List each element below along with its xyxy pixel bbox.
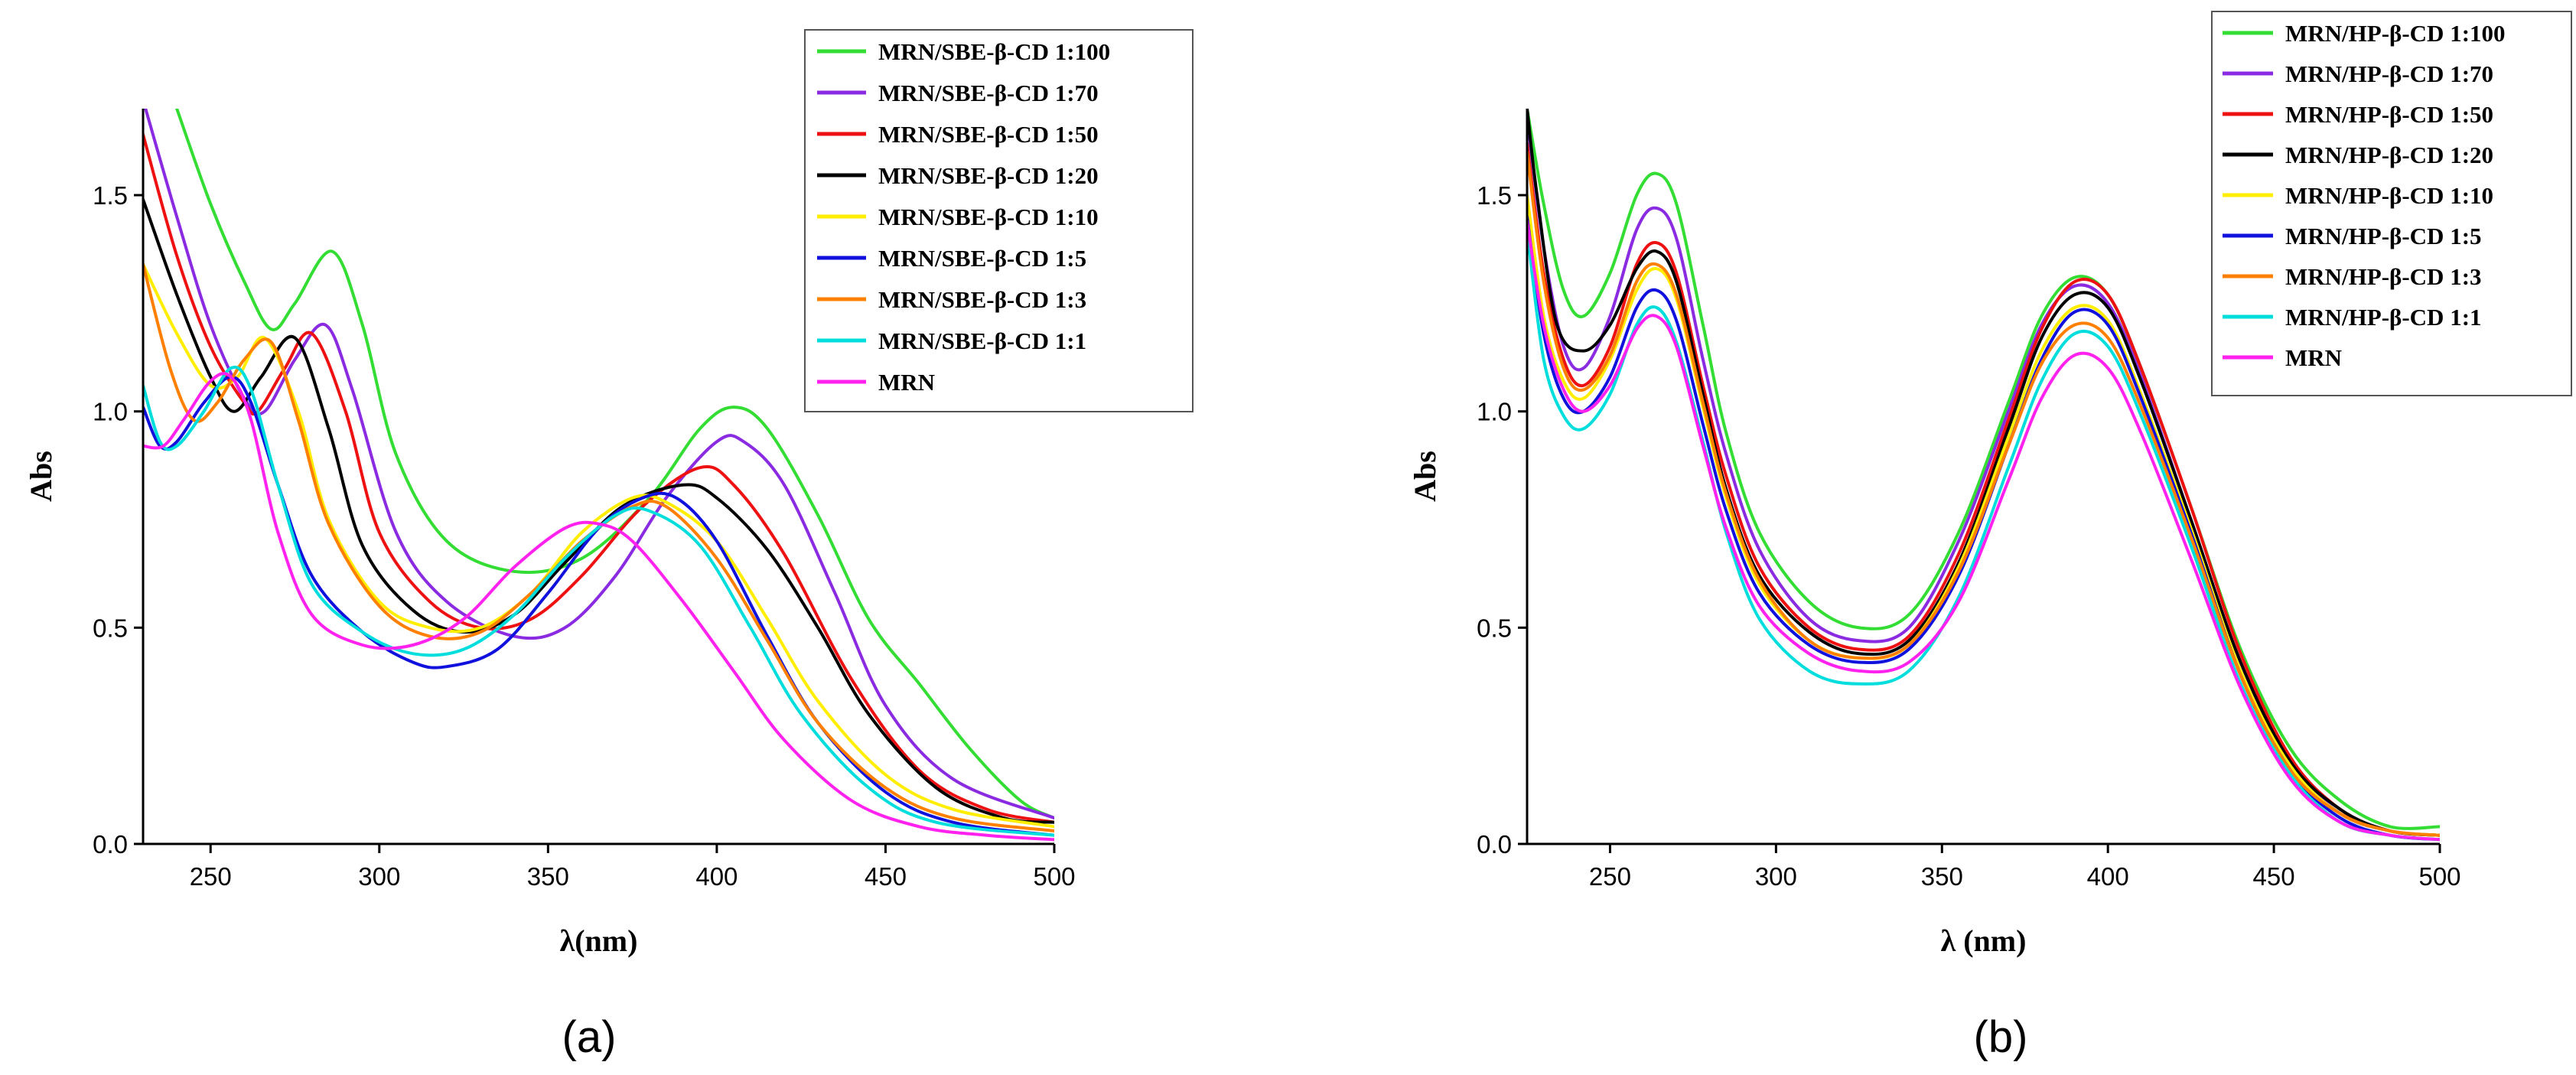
x-tick-label: 300 (358, 862, 400, 891)
legend-entry: MRN (878, 369, 935, 396)
legend-entry: MRN/HP-β-CD 1:5 (2285, 223, 2482, 249)
legend-entry: MRN/SBE-β-CD 1:100 (878, 38, 1110, 65)
y-tick-label: 1.0 (1477, 398, 1512, 426)
legend-entry: MRN/HP-β-CD 1:1 (2285, 304, 2482, 331)
legend: MRN/SBE-β-CD 1:100 MRN/SBE-β-CD 1:70 MRN/S… (804, 29, 1194, 412)
x-tick-label: 400 (2087, 862, 2129, 891)
chart-panel-0: 250 300 350 400 450 500 0.0 0.5 1.0 1.5 λ(nm) Abs (a… (24, 29, 1194, 1062)
legend-entry: MRN/SBE-β-CD 1:20 (878, 162, 1099, 189)
x-tick-label: 450 (2253, 862, 2295, 891)
y-axis-label: Abs (24, 451, 58, 502)
x-tick-label: 250 (190, 862, 232, 891)
x-tick-label: 400 (695, 862, 738, 891)
y-tick-label: 1.5 (93, 181, 128, 210)
legend-box (804, 29, 1194, 412)
x-tick-label: 250 (1589, 862, 1631, 891)
series-line-6 (143, 262, 1054, 832)
legend-entry: MRN/HP-β-CD 1:3 (2285, 263, 2482, 290)
y-tick-label: 1.0 (93, 398, 128, 426)
y-tick-label: 0.5 (93, 614, 128, 642)
panel-label: (b) (1974, 1012, 2028, 1062)
x-tick-label: 500 (2418, 862, 2460, 891)
series-line-6 (1527, 150, 2440, 837)
legend-entry: MRN/SBE-β-CD 1:3 (878, 286, 1086, 313)
series-group (143, 109, 1054, 842)
series-line-3 (1527, 109, 2440, 837)
series-group (1527, 109, 2440, 842)
y-tick-label: 1.5 (1477, 181, 1512, 210)
y-tick-label: 0.0 (93, 830, 128, 858)
series-line-2 (1527, 142, 2440, 837)
legend-entry: MRN/SBE-β-CD 1:50 (878, 121, 1099, 148)
legend-entry: MRN/HP-β-CD 1:20 (2285, 142, 2493, 168)
series-line-7 (143, 366, 1054, 837)
x-tick-label: 350 (1921, 862, 1963, 891)
x-axis-label: λ (nm) (1941, 924, 2027, 958)
legend: MRN/HP-β-CD 1:100 MRN/HP-β-CD 1:70 MRN/HP-… (2211, 11, 2572, 396)
legend-entry: MRN (2285, 344, 2342, 371)
legend-entry: MRN/HP-β-CD 1:70 (2285, 60, 2493, 87)
y-tick-label: 0.0 (1477, 830, 1512, 858)
legend-box (2211, 11, 2572, 396)
legend-entry: MRN/SBE-β-CD 1:10 (878, 204, 1099, 230)
y-tick-label: 0.5 (1477, 614, 1512, 642)
chart-panel-1: 250 300 350 400 450 500 0.0 0.5 1.0 1.5 λ (nm) Abs (… (1408, 11, 2572, 1062)
panel-label: (a) (562, 1012, 617, 1062)
legend-entry: MRN/HP-β-CD 1:50 (2285, 101, 2493, 128)
series-line-8 (1527, 220, 2440, 842)
y-axis-label: Abs (1408, 451, 1442, 502)
x-tick-label: 450 (865, 862, 907, 891)
legend-entry: MRN/HP-β-CD 1:10 (2285, 182, 2493, 209)
series-line-5 (143, 375, 1054, 837)
x-axis-label: λ(nm) (560, 924, 638, 958)
series-line-8 (143, 372, 1054, 842)
legend-entry: MRN/SBE-β-CD 1:1 (878, 327, 1086, 354)
x-tick-label: 350 (527, 862, 569, 891)
legend-entry: MRN/SBE-β-CD 1:5 (878, 245, 1086, 272)
x-tick-label: 300 (1755, 862, 1797, 891)
legend-entry: MRN/HP-β-CD 1:100 (2285, 20, 2506, 47)
x-tick-label: 500 (1033, 862, 1075, 891)
legend-entry: MRN/SBE-β-CD 1:70 (878, 80, 1099, 106)
